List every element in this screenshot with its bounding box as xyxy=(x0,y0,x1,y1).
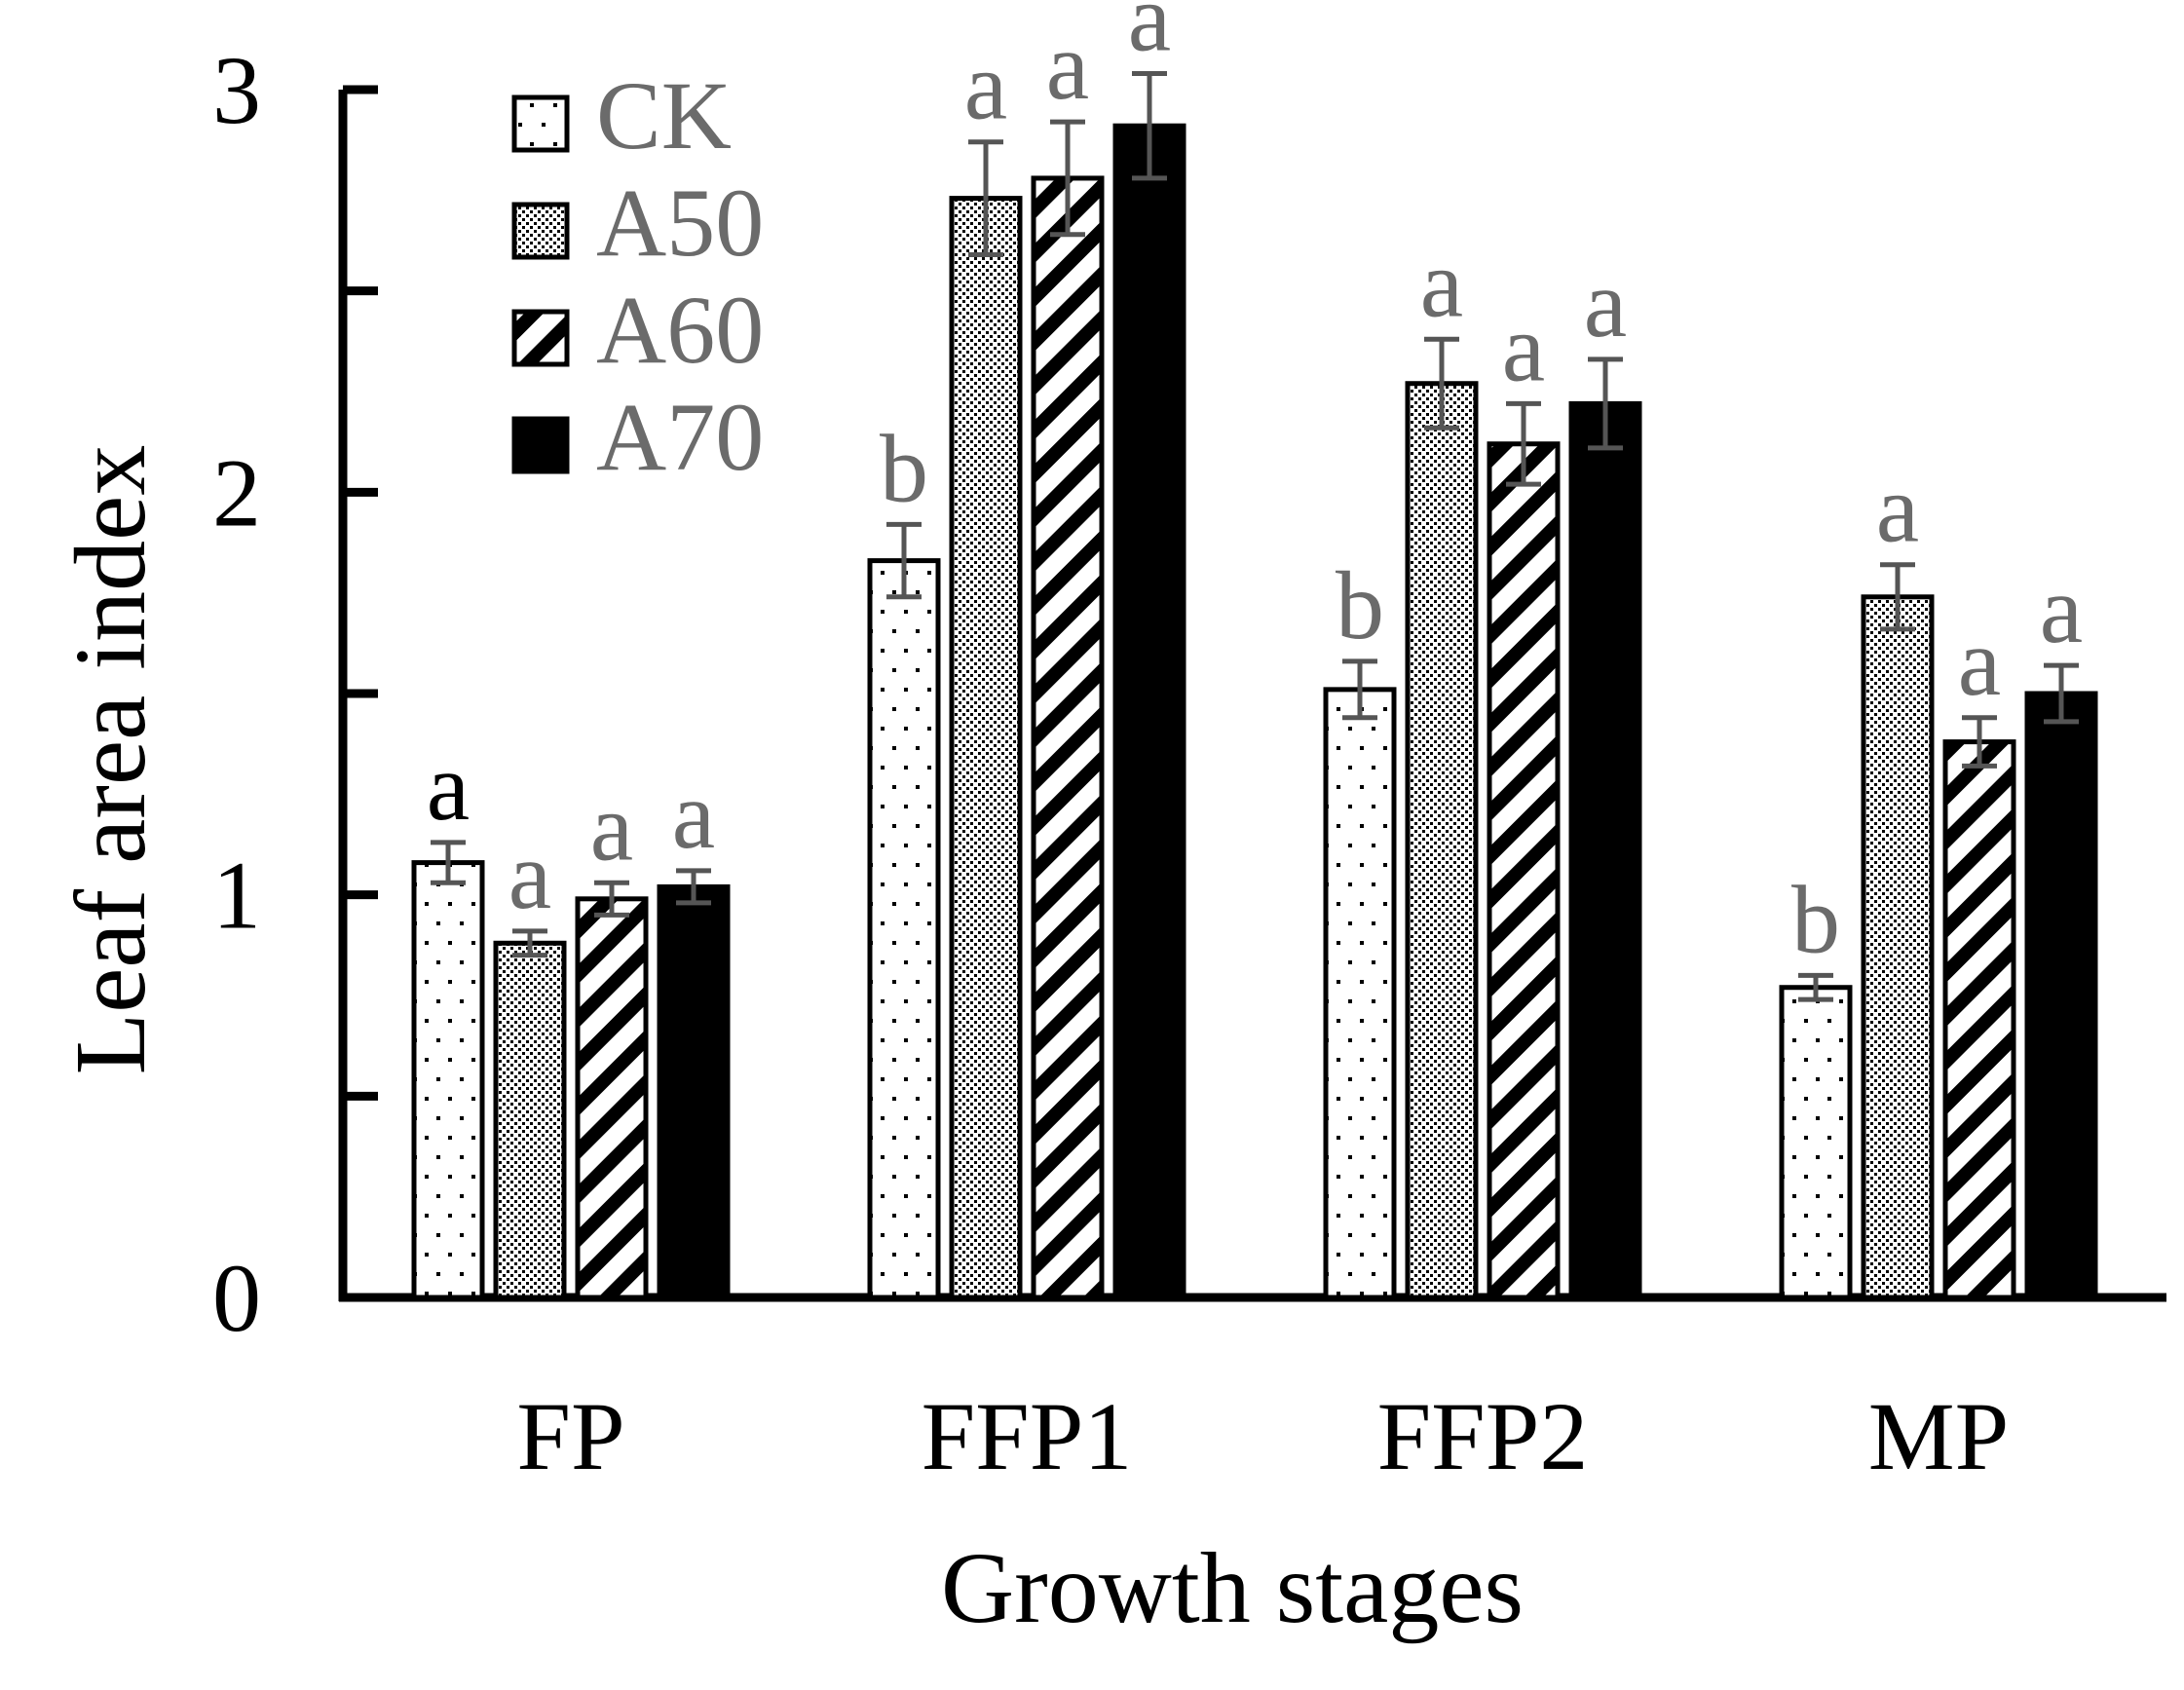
bar-a70-fp xyxy=(657,883,731,1300)
bar-ck-ffp2 xyxy=(1323,687,1397,1300)
bars xyxy=(411,123,2098,1300)
bar-a60-mp xyxy=(1942,739,2016,1300)
bar-a50-ffp1 xyxy=(949,196,1023,1300)
error-bars xyxy=(431,70,2079,1002)
significance-letter: a xyxy=(2040,555,2083,663)
x-tick-label: FP xyxy=(516,1382,624,1490)
x-tick-label: FFP2 xyxy=(1377,1382,1589,1490)
significance-letter: b xyxy=(1336,551,1384,659)
bar-a70-mp xyxy=(2024,691,2098,1300)
significance-letter: b xyxy=(880,414,928,522)
significance-letter: a xyxy=(1958,608,2001,716)
bar-a50-fp xyxy=(493,940,567,1300)
significance-letter: a xyxy=(1046,12,1089,120)
x-tick-label: FFP1 xyxy=(922,1382,1133,1490)
y-axis-title: Leaf area index xyxy=(55,445,167,1075)
significance-letter: a xyxy=(508,821,551,929)
y-tick-label: 1 xyxy=(212,842,261,950)
x-axis-title: Growth stages xyxy=(941,1532,1524,1644)
bar-a50-ffp2 xyxy=(1405,381,1479,1300)
y-tick-label: 0 xyxy=(212,1244,261,1352)
legend-swatch-a70 xyxy=(511,416,570,474)
significance-letter: a xyxy=(1502,293,1545,401)
significance-letter: a xyxy=(590,772,633,881)
bar-a60-ffp1 xyxy=(1031,175,1105,1300)
significance-letter: a xyxy=(1584,249,1627,357)
significance-letter: a xyxy=(964,32,1007,140)
x-tick-label: MP xyxy=(1868,1382,2010,1490)
bar-a60-ffp2 xyxy=(1487,441,1561,1300)
significance-letter: a xyxy=(672,761,715,869)
bar-ck-mp xyxy=(1779,985,1853,1300)
y-tick-label: 2 xyxy=(212,438,261,546)
y-tick-label: 3 xyxy=(212,36,261,144)
significance-letter: a xyxy=(1420,229,1463,337)
legend-swatch-a60 xyxy=(511,309,570,367)
legend-label-a70: A70 xyxy=(596,383,764,491)
legend-swatch-ck xyxy=(511,94,570,153)
legend-label-a50: A50 xyxy=(596,169,764,277)
legend-label-a60: A60 xyxy=(596,276,764,384)
bar-ck-fp xyxy=(411,860,485,1300)
x-axis: FP FFP1 FFP2 MP xyxy=(339,1293,2166,1490)
y-axis: 0 1 2 3 xyxy=(212,36,378,1352)
significance-letter: a xyxy=(1128,0,1171,71)
bar-a60-fp xyxy=(575,896,649,1300)
legend-label-ck: CK xyxy=(596,61,732,169)
significance-letter: b xyxy=(1791,865,1840,973)
bar-a70-ffp1 xyxy=(1112,123,1186,1300)
bar-a70-ffp2 xyxy=(1568,400,1642,1300)
bar-a50-mp xyxy=(1861,594,1935,1300)
x-labels: FP FFP1 FFP2 MP xyxy=(516,1382,2009,1490)
bar-ck-ffp1 xyxy=(867,558,941,1300)
legend-swatch-a50 xyxy=(511,202,570,260)
y-ticks: 0 1 2 3 xyxy=(212,36,378,1352)
significance-letter: a xyxy=(427,732,470,841)
significance-letter: a xyxy=(1876,455,1919,563)
